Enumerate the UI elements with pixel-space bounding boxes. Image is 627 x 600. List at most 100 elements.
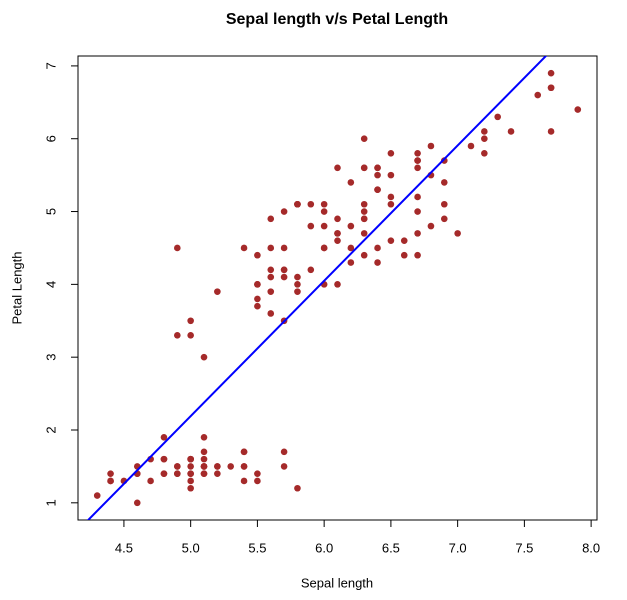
point [267,288,275,295]
point [107,470,114,477]
point [360,215,368,223]
point [320,244,328,252]
point [214,288,221,295]
plot-box [77,55,598,521]
y-tick-label: 3 [43,354,58,361]
point [547,84,555,92]
x-tick-label: 7.0 [449,540,467,555]
point [440,157,448,164]
point [254,295,261,303]
point [267,266,275,274]
point [240,244,248,252]
point [214,470,221,477]
point [374,186,381,193]
point [427,222,435,230]
point [240,477,248,485]
point [107,477,114,485]
point [360,208,368,215]
point [200,455,208,463]
point [334,164,341,172]
point [307,222,315,230]
point [280,208,288,215]
point [200,470,208,477]
point [147,477,154,485]
point [267,244,275,252]
point [280,244,288,252]
point [387,193,395,201]
point [294,273,301,281]
point [374,259,381,266]
point [414,149,421,157]
point [334,215,341,223]
point [254,281,261,288]
point [174,463,181,470]
point [414,230,421,237]
point [400,237,408,244]
point [267,310,275,317]
point [360,230,368,237]
point [481,128,488,135]
point [214,463,221,470]
point [187,477,194,485]
point [534,91,542,99]
point [240,463,248,470]
point [374,171,381,179]
point [360,164,368,172]
point [280,273,288,281]
point [374,244,381,252]
point [200,463,208,470]
x-tick-label: 8.0 [582,540,600,555]
point [160,470,168,477]
fit-group [86,56,548,520]
point [440,179,448,186]
x-tick-label: 4.5 [115,540,133,555]
point [547,128,555,135]
x-tick-label: 7.5 [515,540,533,555]
point [414,164,421,172]
point [387,149,395,157]
point [454,230,461,237]
y-tick-label: 2 [43,426,58,433]
point [374,164,381,172]
point [481,135,488,143]
y-tick-label: 5 [43,208,58,215]
point [280,463,288,470]
point [307,266,315,274]
point [294,484,301,492]
point [387,200,395,208]
x-tick-label: 6.5 [382,540,400,555]
point [440,215,448,223]
point [347,222,355,230]
point [334,230,341,237]
point [254,302,261,310]
point [254,477,261,485]
point [467,142,475,150]
x-axis-label: Sepal length [301,575,373,590]
point [187,332,194,339]
point [240,448,248,456]
point [360,135,368,143]
point [387,237,395,244]
point [414,157,421,164]
point [160,433,168,441]
point [320,222,328,230]
point [187,317,194,325]
point [414,251,421,259]
point [494,113,501,121]
point [294,281,301,288]
point [427,142,435,150]
point [174,244,181,252]
point [187,470,194,477]
point [574,106,582,113]
point [507,128,515,135]
point [174,332,181,339]
point [280,448,288,456]
point [187,484,194,492]
y-tick-label: 4 [43,281,58,288]
point [440,200,448,208]
y-tick-label: 6 [43,135,58,142]
x-tick-label: 5.5 [248,540,266,555]
point [267,273,275,281]
point [267,215,275,223]
y-axis-label: Petal Length [9,251,24,324]
